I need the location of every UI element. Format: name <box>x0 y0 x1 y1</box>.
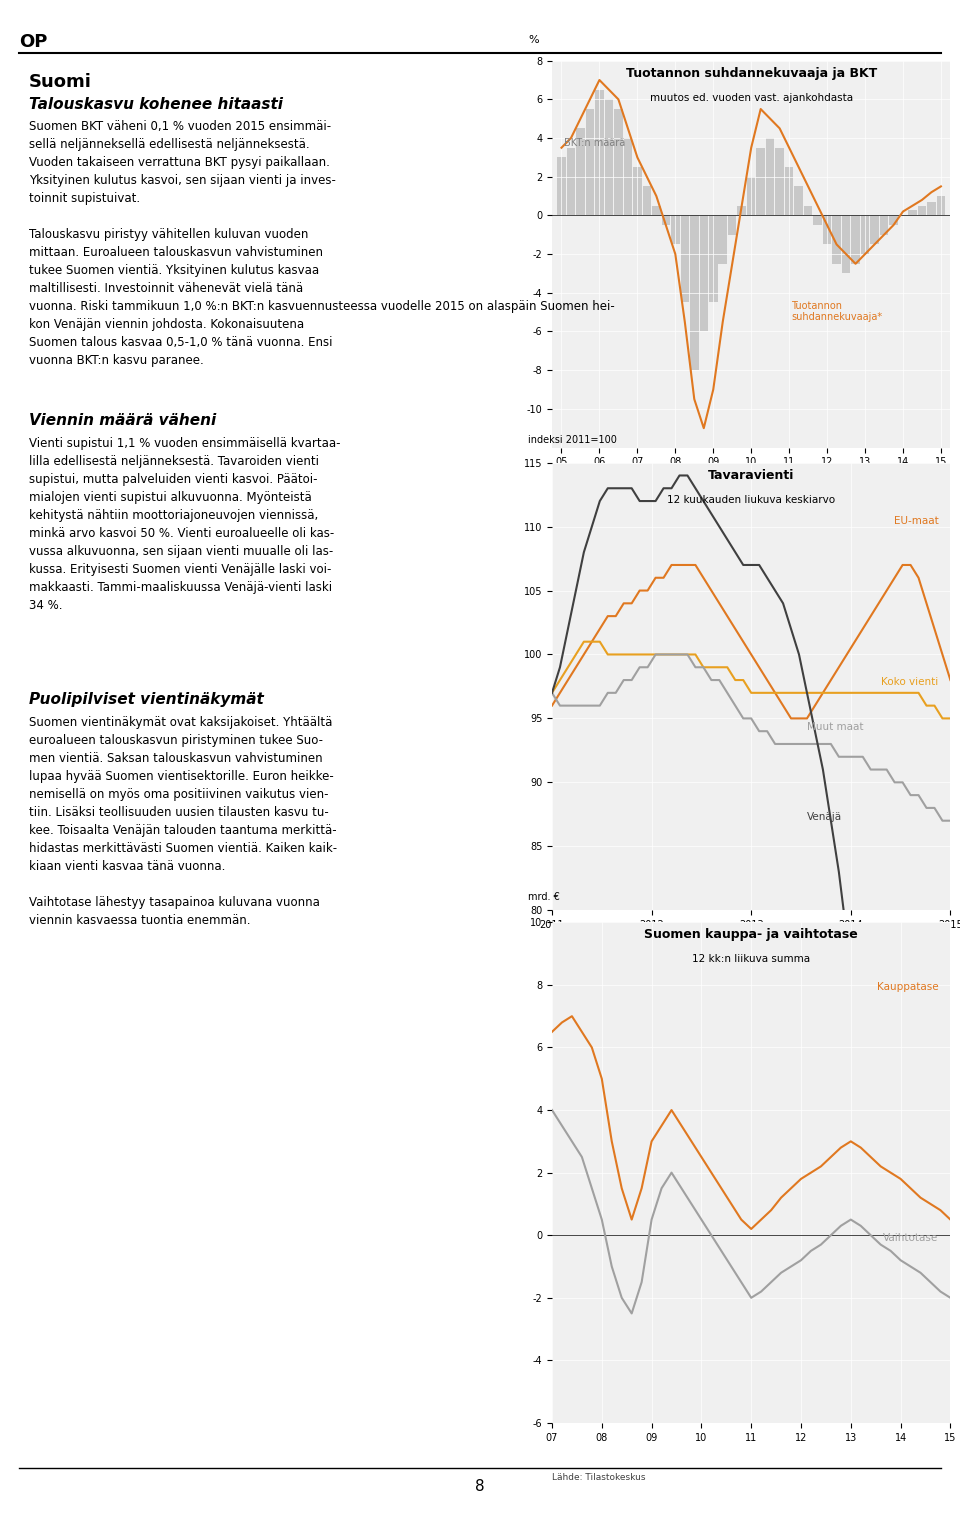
Bar <box>586 109 594 215</box>
Bar <box>718 215 727 264</box>
Bar <box>889 215 898 225</box>
Text: indeksi 2011=100: indeksi 2011=100 <box>528 435 617 444</box>
Bar <box>756 147 765 215</box>
Bar <box>823 215 831 244</box>
Text: %: % <box>528 35 539 46</box>
Bar <box>785 167 793 215</box>
Text: Tuotannon suhdannekuvaaja ja BKT: Tuotannon suhdannekuvaaja ja BKT <box>626 67 876 80</box>
Text: Suomen vientinäkymät ovat kaksijakoiset. Yhtäältä
euroalueen talouskasvun pirist: Suomen vientinäkymät ovat kaksijakoiset.… <box>29 716 337 927</box>
Bar <box>908 209 917 215</box>
Text: Vienti supistui 1,1 % vuoden ensimmäisellä kvartaa-
lilla edellisestä neljänneks: Vienti supistui 1,1 % vuoden ensimmäisel… <box>29 437 340 611</box>
Text: 8: 8 <box>475 1479 485 1494</box>
Text: * 3 kk:n liukuvasta keskiarvosta: * 3 kk:n liukuvasta keskiarvosta <box>739 498 883 507</box>
Bar <box>557 158 565 215</box>
Text: Lähteet: Tilastokeskus, OP: Lähteet: Tilastokeskus, OP <box>552 548 671 557</box>
Bar <box>709 215 717 302</box>
Text: Talouskasvu kohenee hitaasti: Talouskasvu kohenee hitaasti <box>29 97 283 112</box>
Bar <box>927 202 936 215</box>
Text: Suomen BKT väheni 0,1 % vuoden 2015 ensimmäi-
sellä neljänneksellä edellisestä n: Suomen BKT väheni 0,1 % vuoden 2015 ensi… <box>29 120 614 367</box>
Text: Lähde: Macrobond: Lähde: Macrobond <box>552 968 636 977</box>
Bar <box>776 147 784 215</box>
Text: 12 kuukauden liukuva keskiarvo: 12 kuukauden liukuva keskiarvo <box>667 495 835 505</box>
Text: muutos ed. vuoden vast. ajankohdasta: muutos ed. vuoden vast. ajankohdasta <box>650 93 852 103</box>
Bar <box>681 215 689 302</box>
Bar <box>747 177 756 215</box>
Bar <box>652 206 660 215</box>
Bar <box>614 109 623 215</box>
Bar <box>918 206 926 215</box>
Bar <box>661 215 670 225</box>
Text: Puolipilviset vientinäkymät: Puolipilviset vientinäkymät <box>29 692 264 707</box>
Text: Kauppatase: Kauppatase <box>876 983 939 992</box>
Bar <box>595 90 604 215</box>
Text: Viennin määrä väheni: Viennin määrä väheni <box>29 413 216 428</box>
Bar <box>642 187 651 215</box>
Text: Lähde: Tilastokeskus: Lähde: Tilastokeskus <box>552 1473 645 1482</box>
Text: Suomen kauppa- ja vaihtotase: Suomen kauppa- ja vaihtotase <box>644 928 858 942</box>
Bar <box>766 138 775 215</box>
Bar <box>624 138 632 215</box>
Bar <box>690 215 699 370</box>
Bar <box>633 167 641 215</box>
Text: Suomi: Suomi <box>29 73 91 91</box>
Bar <box>832 215 841 264</box>
Bar <box>794 187 803 215</box>
Bar <box>576 129 585 215</box>
Bar <box>842 215 851 273</box>
Text: Koko vienti: Koko vienti <box>881 678 939 687</box>
Bar <box>737 206 746 215</box>
Text: Tuotannon
suhdannekuvaaja*: Tuotannon suhdannekuvaaja* <box>791 300 882 322</box>
Bar <box>700 215 708 332</box>
Bar <box>671 215 680 244</box>
Text: EU-maat: EU-maat <box>894 516 939 526</box>
Text: 12 kk:n liikuva summa: 12 kk:n liikuva summa <box>692 954 810 965</box>
Bar <box>937 196 946 215</box>
Bar <box>813 215 822 225</box>
Bar <box>728 215 736 235</box>
Bar <box>852 215 860 264</box>
Text: BKT:n määrä: BKT:n määrä <box>564 138 625 149</box>
Text: Vaihtotase: Vaihtotase <box>883 1233 939 1242</box>
Bar <box>879 215 888 235</box>
Bar <box>566 147 575 215</box>
Text: Venäjä: Venäjä <box>807 812 842 822</box>
Text: OP: OP <box>19 33 48 52</box>
Bar <box>804 206 812 215</box>
Bar <box>605 100 613 215</box>
Text: Muut maat: Muut maat <box>807 722 863 733</box>
Bar <box>871 215 878 244</box>
Text: Työpäiväkorjatut sarjat: Työpäiväkorjatut sarjat <box>552 498 656 507</box>
Text: Tavaravienti: Tavaravienti <box>708 469 794 482</box>
Text: mrd. €: mrd. € <box>528 892 560 903</box>
Bar <box>861 215 870 255</box>
